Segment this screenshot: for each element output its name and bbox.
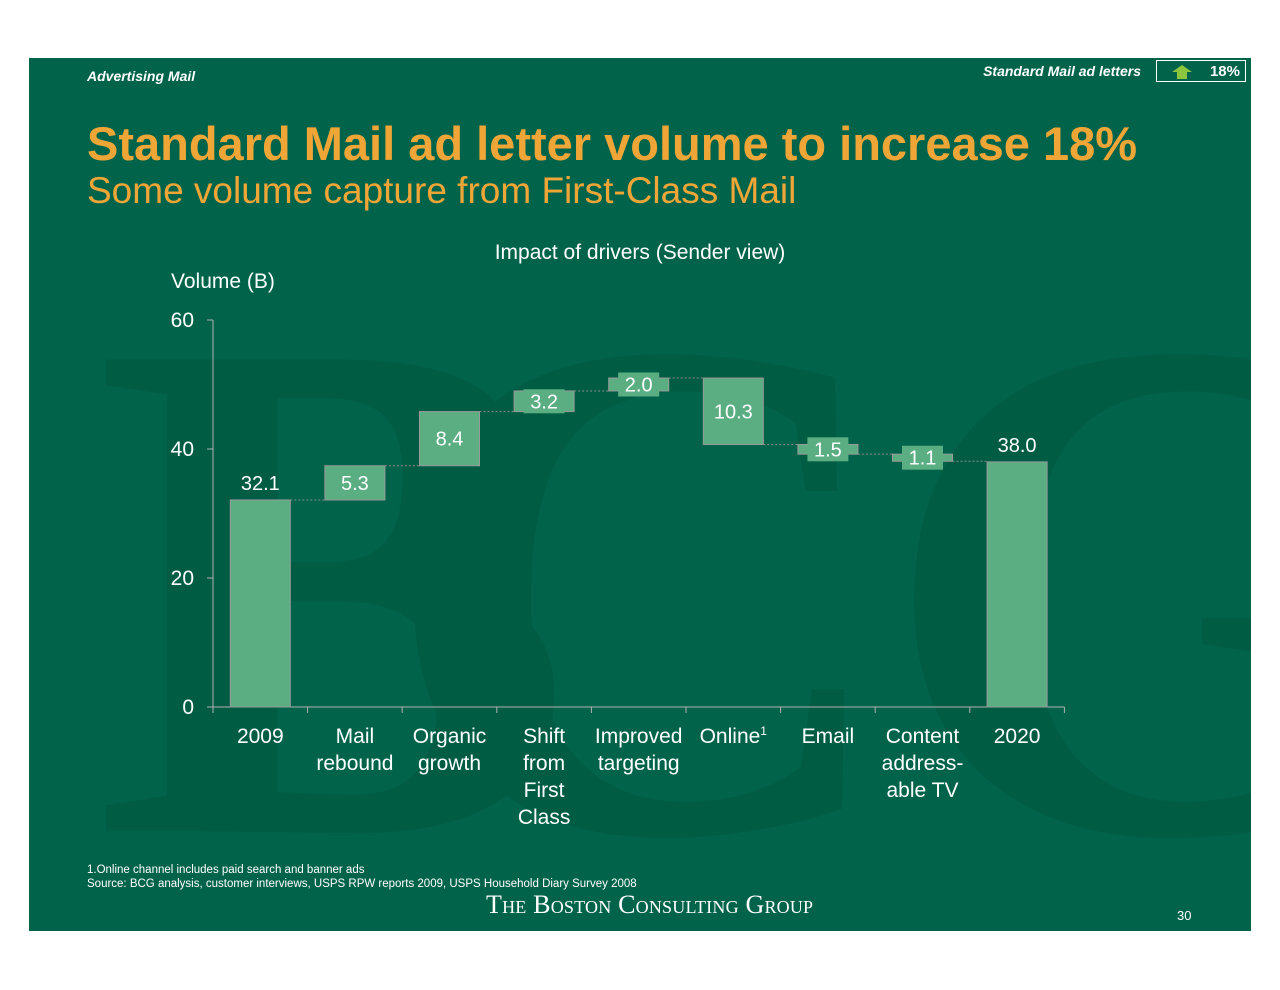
y-tick-label: 0 xyxy=(182,696,194,719)
y-tick-label: 20 xyxy=(171,567,194,590)
value-label: 1.1 xyxy=(909,448,937,470)
y-axis-label: Volume (B) xyxy=(171,270,275,293)
value-label-box xyxy=(523,389,565,414)
value-label: 10.3 xyxy=(714,401,753,423)
x-tick-label: Email xyxy=(802,725,855,748)
y-tick-label: 40 xyxy=(171,438,194,461)
bcg-logo: The Boston Consulting Group xyxy=(486,890,814,919)
x-tick-label: targeting xyxy=(598,752,680,775)
value-label-box xyxy=(807,437,849,462)
bar xyxy=(702,377,764,445)
section-label: Advertising Mail xyxy=(87,68,196,84)
up-arrow-icon xyxy=(1172,65,1192,79)
x-tick-label: First xyxy=(524,779,565,802)
value-label-box xyxy=(902,445,943,470)
x-tick-label: 2009 xyxy=(237,725,284,748)
chart-title: Impact of drivers (Sender view) xyxy=(494,241,786,264)
x-tick-label: growth xyxy=(418,752,481,775)
bar xyxy=(324,465,386,501)
footnote: 1.Online channel includes paid search an… xyxy=(87,864,365,876)
x-tick-label: Mail xyxy=(336,725,375,748)
x-tick-label: rebound xyxy=(316,752,393,775)
value-label: 38.0 xyxy=(998,435,1037,457)
growth-badge: 18% xyxy=(1156,60,1246,82)
bar xyxy=(229,499,291,708)
value-label: 8.4 xyxy=(436,429,464,451)
x-tick-label: Online1 xyxy=(700,724,768,748)
value-label: 2.0 xyxy=(625,375,653,397)
value-label-box xyxy=(618,372,660,397)
x-tick-label: Class xyxy=(518,806,571,829)
bar xyxy=(419,411,480,467)
x-tick-label: Organic xyxy=(413,725,487,748)
source-note: Source: BCG analysis, customer interview… xyxy=(87,878,637,890)
badge-value: 18% xyxy=(1209,63,1240,80)
x-tick-label: address- xyxy=(882,752,964,775)
y-tick-label: 60 xyxy=(171,309,194,332)
waterfall-chart: 0 20 40 60 Volume (B) 32.1 2009 5.3 Mail rebound 8… xyxy=(171,270,1065,829)
x-tick-label: Content xyxy=(886,725,960,748)
tagline: Standard Mail ad letters xyxy=(983,63,1141,79)
x-tick-label: 2020 xyxy=(994,725,1041,748)
value-label: 32.1 xyxy=(241,473,280,495)
x-tick-label: able TV xyxy=(887,779,959,802)
page-title: Standard Mail ad letter volume to increa… xyxy=(87,117,1138,170)
x-tick-label: Shift xyxy=(523,725,565,748)
bar xyxy=(986,461,1048,708)
value-label: 5.3 xyxy=(341,473,369,495)
page-subtitle: Some volume capture from First-Class Mai… xyxy=(87,170,797,211)
value-label: 1.5 xyxy=(814,439,842,461)
slide: B C G Advertising Mail Standard Mail ad … xyxy=(29,58,1251,931)
value-label: 3.2 xyxy=(530,391,558,413)
x-tick-label: from xyxy=(523,752,565,775)
x-tick-label: Improved xyxy=(595,725,683,748)
page-number: 30 xyxy=(1177,908,1192,923)
